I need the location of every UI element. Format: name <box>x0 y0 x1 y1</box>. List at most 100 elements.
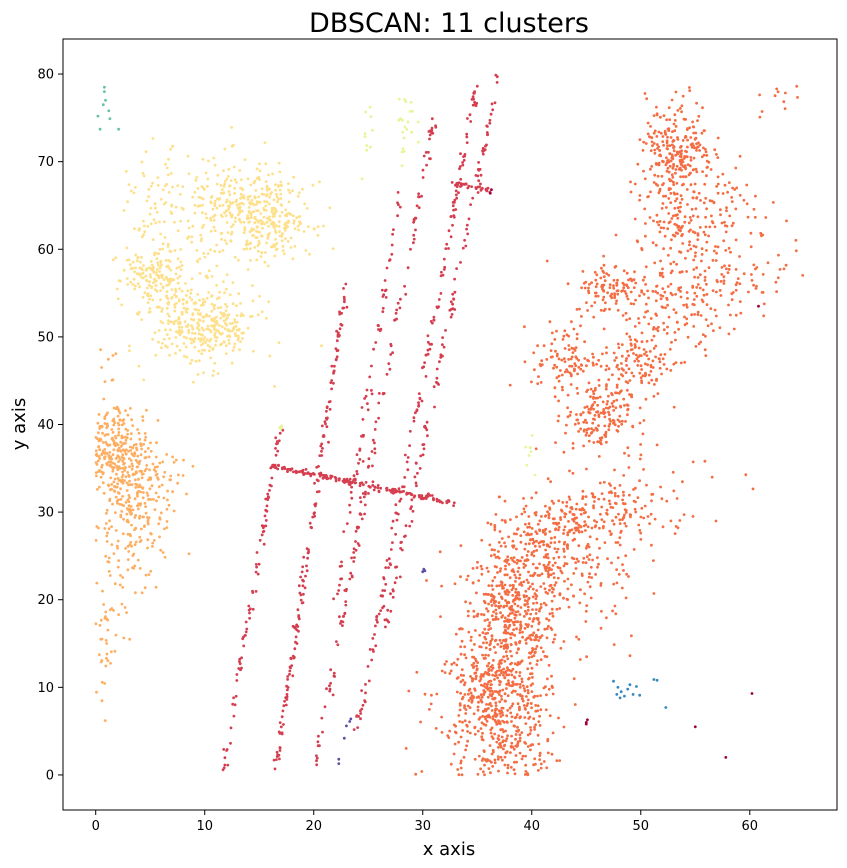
data-point-cluster-0 <box>671 175 675 179</box>
data-point-cluster-0 <box>592 407 595 411</box>
data-point-cluster-0 <box>440 669 444 673</box>
data-point-cluster-3 <box>373 633 376 636</box>
data-point-cluster-1 <box>140 272 144 276</box>
data-point-cluster-0 <box>695 266 698 270</box>
data-point-cluster-1 <box>291 189 294 193</box>
data-point-cluster-0 <box>476 612 480 616</box>
data-point-cluster-3 <box>428 342 432 346</box>
data-point-cluster-0 <box>510 673 514 677</box>
data-point-cluster-0 <box>532 554 536 558</box>
data-point-cluster-0 <box>656 291 660 295</box>
data-point-cluster-3 <box>425 420 429 424</box>
data-point-cluster-0 <box>480 538 484 542</box>
data-point-cluster-0 <box>702 293 706 297</box>
data-point-cluster-3 <box>370 658 374 662</box>
data-point-cluster-0 <box>536 574 540 577</box>
data-point-cluster-2 <box>106 444 110 447</box>
data-point-cluster-0 <box>545 259 549 263</box>
data-point-cluster-0 <box>775 290 778 293</box>
data-point-cluster-0 <box>463 719 467 723</box>
data-point-cluster-0 <box>754 267 757 271</box>
data-point-cluster-0 <box>692 325 696 328</box>
data-point-cluster-0 <box>547 663 551 667</box>
data-point-cluster-0 <box>686 297 689 300</box>
data-point-cluster-1 <box>151 238 155 242</box>
data-point-cluster-0 <box>547 687 551 691</box>
data-point-cluster-0 <box>613 265 617 269</box>
data-point-cluster-0 <box>681 94 685 98</box>
data-point-cluster-0 <box>494 615 498 619</box>
data-point-cluster-1 <box>237 202 241 206</box>
data-point-cluster-0 <box>649 363 653 367</box>
data-point-cluster-0 <box>546 677 549 681</box>
data-point-cluster-3 <box>280 732 284 736</box>
data-point-cluster-3 <box>395 576 398 580</box>
data-point-cluster-0 <box>704 225 708 229</box>
data-point-cluster-0 <box>534 597 538 601</box>
data-point-cluster-1 <box>203 348 207 352</box>
data-point-cluster-0 <box>627 575 630 578</box>
data-point-cluster-1 <box>196 187 200 190</box>
data-point-cluster-1 <box>275 195 279 199</box>
data-point-cluster-0 <box>559 369 562 372</box>
data-point-cluster-1 <box>179 260 183 264</box>
data-point-cluster-2 <box>114 495 118 499</box>
data-point-cluster-0 <box>500 537 504 540</box>
data-point-cluster-0 <box>550 499 554 503</box>
data-point-cluster-1 <box>152 277 156 281</box>
data-point-cluster-0 <box>685 303 688 307</box>
data-point-cluster-0 <box>696 238 700 242</box>
data-point-cluster-3 <box>370 389 373 392</box>
data-point-cluster-2 <box>112 609 115 612</box>
data-point-cluster-1 <box>261 226 264 230</box>
data-point-cluster-0 <box>680 110 683 114</box>
data-point-cluster-1 <box>197 308 201 312</box>
data-point-cluster-3 <box>340 560 343 564</box>
data-point-cluster-2 <box>107 570 111 573</box>
data-point-cluster-3 <box>475 84 479 88</box>
data-point-cluster-1 <box>151 181 155 185</box>
data-point-cluster-0 <box>701 170 704 174</box>
data-point-cluster-0 <box>734 207 738 211</box>
data-point-cluster-1 <box>273 385 276 388</box>
data-point-cluster-3 <box>280 715 284 719</box>
data-point-cluster-2 <box>126 519 130 523</box>
data-point-cluster-0 <box>490 669 493 672</box>
data-point-cluster-3 <box>384 296 388 299</box>
data-point-cluster-1 <box>215 243 219 247</box>
data-point-cluster-0 <box>560 385 564 389</box>
data-point-cluster-0 <box>533 728 536 731</box>
data-point-cluster-2 <box>122 636 126 640</box>
data-point-cluster-3 <box>388 367 392 371</box>
data-point-cluster-3 <box>324 422 327 426</box>
data-point-cluster-0 <box>560 373 564 377</box>
data-point-cluster-3 <box>321 730 324 734</box>
data-point-cluster-0 <box>532 602 535 605</box>
data-point-cluster-3 <box>467 217 471 221</box>
data-point-cluster-2 <box>133 451 137 455</box>
data-point-cluster-0 <box>542 760 546 763</box>
data-point-cluster-1 <box>199 333 203 337</box>
data-point-cluster-0 <box>550 628 554 631</box>
data-point-cluster-3 <box>437 305 440 309</box>
data-point-cluster-3 <box>244 620 248 624</box>
data-point-cluster-0 <box>504 628 507 632</box>
data-point-cluster-1 <box>165 294 169 298</box>
data-point-cluster-2 <box>146 516 149 519</box>
data-point-cluster-3 <box>327 440 330 444</box>
data-point-cluster-0 <box>506 766 510 770</box>
data-point-cluster-3 <box>314 502 318 506</box>
data-point-cluster-3 <box>237 667 241 670</box>
data-point-cluster-0 <box>644 283 647 286</box>
data-point-cluster-1 <box>280 234 284 237</box>
data-point-cluster-0 <box>639 364 643 368</box>
data-point-cluster-0 <box>546 552 549 556</box>
data-point-cluster-1 <box>240 178 243 182</box>
data-point-cluster-1 <box>145 199 149 203</box>
data-point-cluster-3 <box>391 541 394 544</box>
data-point-cluster-0 <box>568 510 572 514</box>
data-point-cluster-1 <box>134 266 137 270</box>
data-point-cluster-0 <box>620 354 624 358</box>
data-point-cluster-0 <box>538 519 542 523</box>
data-point-cluster-0 <box>673 206 677 210</box>
